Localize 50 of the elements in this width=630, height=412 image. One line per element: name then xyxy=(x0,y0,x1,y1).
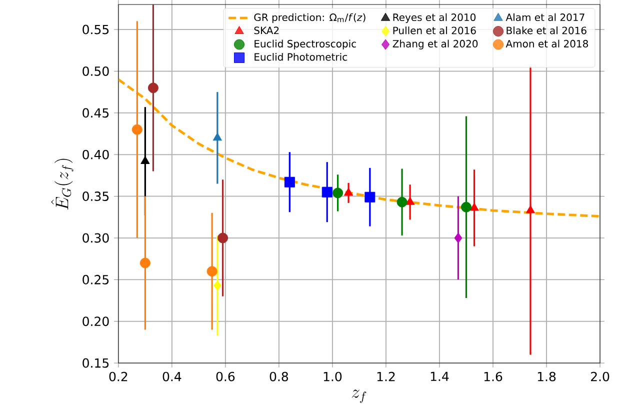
x-tick-label: 1.2 xyxy=(377,372,395,382)
line-series xyxy=(118,78,600,218)
legend-label: SKA2 xyxy=(254,26,279,34)
legend-label: Pullen et al 2016 xyxy=(393,26,476,34)
point xyxy=(148,82,158,94)
x-tick-label: 0.4 xyxy=(162,372,182,382)
x-tick-label: 2.0 xyxy=(591,372,610,382)
y-tick-label: 0.30 xyxy=(82,233,109,243)
legend-label: Blake et al 2016 xyxy=(506,26,586,34)
x-tick-label: 1.6 xyxy=(484,372,502,382)
point xyxy=(405,196,415,205)
legend-label: GR prediction: Ω$_{m}$/f(z) xyxy=(254,13,366,24)
point xyxy=(218,232,228,244)
legend-label: Amon et al 2018 xyxy=(506,40,588,48)
x-tick-label: 0.8 xyxy=(270,372,288,382)
y-axis-title: $\hat{E}_G(z_f)$ xyxy=(51,158,74,210)
point xyxy=(140,156,150,164)
point xyxy=(212,132,222,141)
legend-label: Zhang et al 2020 xyxy=(392,40,478,50)
y-tick-label: 0.55 xyxy=(82,24,109,34)
x-tick-label: 1.4 xyxy=(430,372,449,382)
x-tick-label: 1.8 xyxy=(538,372,556,382)
y-tick-label: 0.35 xyxy=(82,192,109,202)
legend-label: Alam et al 2017 xyxy=(506,13,584,22)
point xyxy=(396,196,408,208)
legend-label: Euclid Spectroscopic xyxy=(254,40,356,50)
point xyxy=(461,202,472,212)
x-tick-label: 0.6 xyxy=(216,372,235,382)
y-tick-label: 0.25 xyxy=(82,275,109,284)
point xyxy=(322,186,332,198)
y-tick-label: 0.40 xyxy=(82,150,109,160)
y-tick-label: 0.50 xyxy=(82,66,109,76)
point xyxy=(332,188,344,198)
point xyxy=(140,258,150,268)
y-tick-label: 0.15 xyxy=(82,358,109,368)
point xyxy=(284,176,295,188)
point xyxy=(526,205,536,214)
point xyxy=(344,188,354,196)
y-tick-label: 0.45 xyxy=(82,108,109,118)
point xyxy=(454,232,462,244)
legend-label: Reyes et al 2010 xyxy=(393,13,476,24)
point xyxy=(206,266,218,277)
x-tick-label: 0.2 xyxy=(109,372,128,382)
x-axis-title: $z_f$ xyxy=(352,390,366,403)
legend-label: Euclid Photometric xyxy=(254,53,347,61)
y-tick-label: 0.20 xyxy=(82,316,109,326)
point xyxy=(364,192,376,202)
point xyxy=(213,280,222,291)
point xyxy=(132,124,142,135)
x-tick-label: 1.0 xyxy=(324,372,342,382)
